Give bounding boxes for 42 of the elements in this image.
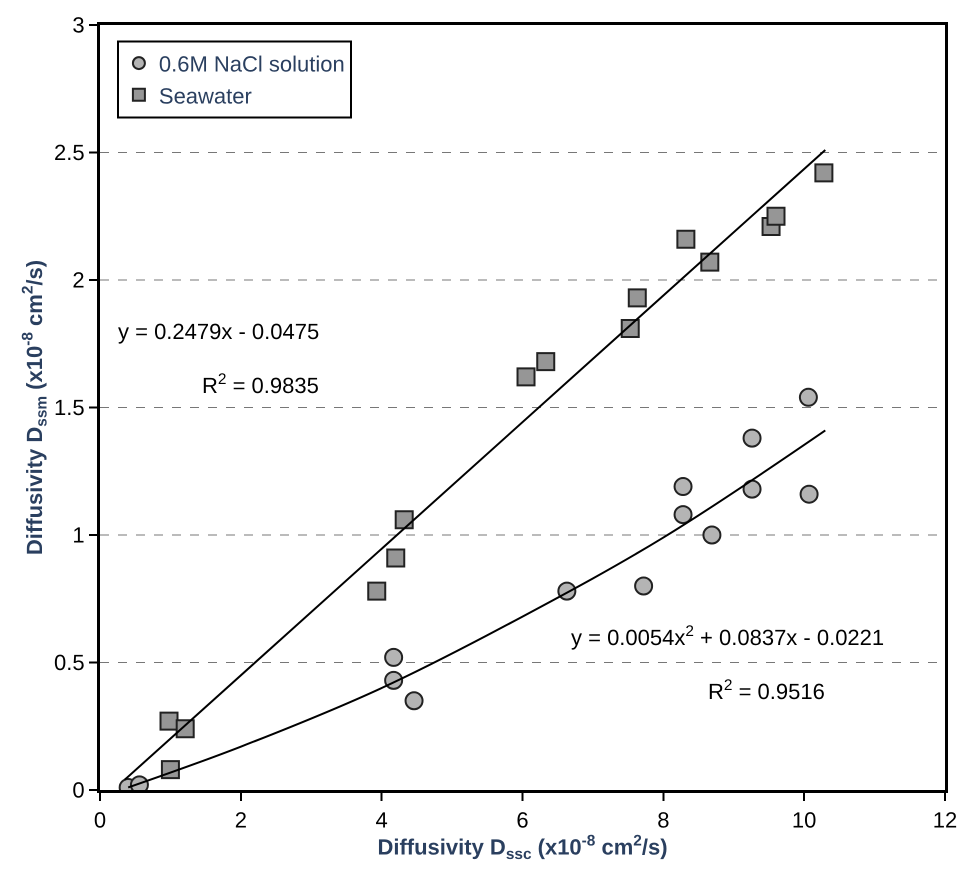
point [160,712,179,731]
y-tick-label: 2 [72,268,85,293]
x-tick-label: 2 [234,807,247,832]
y-tick-label: 0.5 [54,650,85,676]
legend-label: Seawater [158,83,252,108]
x-tick-label: 4 [376,807,388,832]
point [702,526,722,544]
point [798,388,818,407]
point [367,582,386,601]
x-axis-title: Diffusivity D$_{ssc}$ (x10$^{-8}$ cm$^{2}$/s) [377,832,668,864]
point [676,230,696,249]
point [766,206,786,226]
x-tick-label: 10 [792,807,816,832]
legend-label: 0.6M NaCl solution [158,52,345,77]
y-tick-label: 0 [72,778,85,803]
point [700,252,720,272]
point [742,480,762,499]
point [394,510,414,530]
y-tick-label: 2.5 [54,140,85,166]
annotation: y = 0.2479x - 0.0475 [118,319,320,344]
annotation: R$^{2}$ = 0.9516 [708,677,825,704]
x-tick-label: 6 [516,807,529,832]
point [384,648,404,667]
y-tick-label: 1.5 [54,395,85,420]
y-tick-label: 3 [72,12,85,38]
point [634,576,654,596]
point [800,484,819,504]
x-tick-label: 12 [932,807,958,832]
point [814,163,834,182]
annotation: R$^{2}$ = 0.9835 [202,371,319,398]
point [628,288,647,308]
point [386,548,406,568]
x-tick-label: 0 [94,807,106,832]
point [536,352,556,372]
point [674,505,693,524]
annotation: y = 0.0054x$^{2}$ + 0.0837x - 0.0221 [571,623,884,650]
point [516,367,536,386]
y-tick-label: 1 [72,522,85,548]
point [742,428,762,448]
point [404,691,424,710]
x-tick-label: 8 [657,807,670,832]
point [674,477,693,496]
